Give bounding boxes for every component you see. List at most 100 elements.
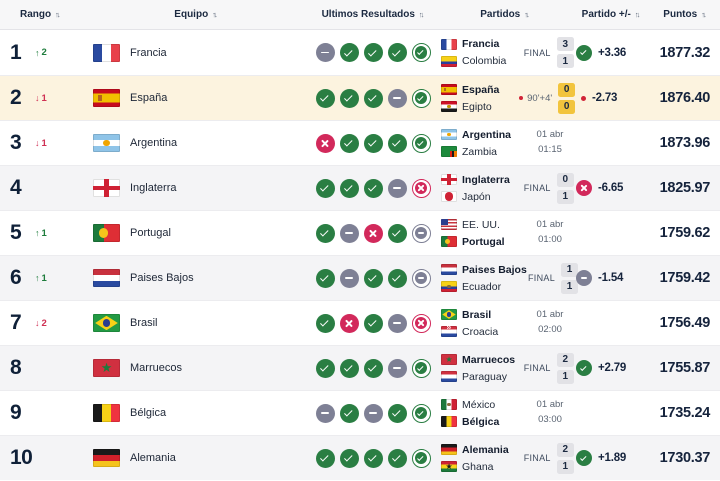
- cross-icon: [321, 139, 330, 148]
- result-win-icon: [363, 448, 383, 468]
- match-team-line: EE. UU.: [441, 219, 520, 231]
- minus-icon: [417, 232, 425, 234]
- match-status: 01 abr 03:00: [528, 398, 572, 427]
- result-inner-circle: [414, 316, 428, 330]
- sort-arrows-icon: ↑↓: [55, 10, 60, 19]
- minus-icon: [321, 51, 329, 54]
- final-label: FINAL: [523, 47, 551, 58]
- table-row-rank-7[interactable]: 7 ↓ 2 Brasil Brasil Croacia 01 abr 02:00 1…: [0, 300, 720, 345]
- flag-en-icon: [441, 174, 457, 185]
- delta-value: -2.73: [592, 92, 618, 104]
- result-inner-circle: [414, 226, 428, 240]
- result-win-icon: [363, 313, 383, 333]
- header-partidos[interactable]: Partidos ↑↓: [438, 9, 572, 20]
- flag-fr-icon: [441, 38, 457, 50]
- match-cell: Inglaterra Japón FINAL 0 1: [438, 172, 574, 204]
- result-win-icon-recent: [411, 358, 431, 378]
- match-cell: Francia Colombia FINAL 3 1: [438, 37, 574, 68]
- rank-number: 9: [10, 401, 22, 424]
- table-row-rank-4[interactable]: 4 Inglaterra Inglaterra Japón FINAL 0 1 -6.…: [0, 165, 720, 210]
- match-delta-cell: -6.65: [572, 180, 650, 196]
- flag-de-icon: [93, 449, 120, 467]
- match-date: 01 abr: [536, 219, 564, 231]
- rank-movement-value: 1: [41, 92, 47, 104]
- match-team-name: Ghana: [462, 460, 494, 473]
- check-icon: [368, 363, 377, 372]
- delta-value: +3.36: [598, 46, 627, 59]
- rank-number: 6: [10, 266, 22, 289]
- flag-pt-icon: [93, 224, 120, 242]
- check-icon: [417, 409, 424, 416]
- rank-cell: 3 ↓ 1: [0, 131, 84, 155]
- match-date: 01 abr: [536, 309, 564, 321]
- check-icon: [417, 364, 424, 371]
- check-icon: [417, 454, 424, 461]
- points-value: 1876.40: [659, 90, 711, 106]
- points-value: 1756.49: [659, 315, 711, 331]
- result-win-icon-recent: [411, 403, 431, 423]
- match-teams: ★ Marruecos Paraguay: [441, 354, 517, 383]
- table-row-rank-8[interactable]: 8 ★ Marruecos ★ Marruecos Paraguay FINAL 2 1…: [0, 345, 720, 390]
- result-win-icon: [339, 133, 359, 153]
- table-body: 1 ↑ 2 Francia Francia Colombia FINAL 3 1 +3…: [0, 30, 720, 480]
- last-results-cell: [308, 448, 438, 468]
- minus-icon: [393, 187, 401, 189]
- match-status: 01 abr 01:15: [528, 128, 572, 157]
- match-team-name: Croacia: [462, 325, 499, 338]
- header-ultimos-resultados[interactable]: Ultimos Resultados ↑↓: [308, 9, 438, 20]
- result-draw-icon: [339, 223, 359, 243]
- header-equipo[interactable]: Equipo ↑↓: [84, 9, 308, 20]
- table-row-rank-10[interactable]: 10 Alemania Alemania ★ Ghana FINAL 2 1 +1.89…: [0, 435, 720, 480]
- table-row-rank-6[interactable]: 6 ↑ 1 Paises Bajos Paises Bajos Ecuador F…: [0, 255, 720, 300]
- check-icon: [368, 93, 377, 102]
- rank-movement-arrow-icon: ↑: [35, 273, 40, 283]
- check-icon: [392, 228, 401, 237]
- team-cell: Alemania: [84, 449, 308, 467]
- table-row-rank-5[interactable]: 5 ↑ 1 Portugal EE. UU. Portugal 01 abr 01:…: [0, 210, 720, 255]
- team-name: España: [130, 92, 168, 104]
- match-teams: México Bélgica: [441, 399, 520, 428]
- table-row-rank-3[interactable]: 3 ↓ 1 Argentina Argentina Zambia 01 abr 01…: [0, 120, 720, 165]
- sort-arrows-icon: ↑↓: [634, 10, 640, 19]
- result-win-icon: [315, 178, 335, 198]
- rank-number: 4: [10, 176, 22, 199]
- final-label: FINAL: [528, 273, 556, 283]
- check-icon: [368, 47, 377, 57]
- team-cell: Brasil: [84, 314, 308, 332]
- table-row-rank-9[interactable]: 9 Bélgica México Bélgica 01 abr 03:00 1735…: [0, 390, 720, 435]
- match-team-line: Francia: [441, 38, 517, 50]
- result-inner-circle: [414, 361, 428, 375]
- result-win-icon: [315, 448, 335, 468]
- match-status: 90'+4' 0 0: [518, 82, 576, 114]
- flag-co-icon: [441, 55, 457, 67]
- match-team-line: Egipto: [441, 101, 514, 113]
- cross-icon: [369, 229, 378, 238]
- score-box: 1: [561, 279, 579, 294]
- result-win-icon: [339, 403, 359, 423]
- header-puntos[interactable]: Puntos ↑↓: [650, 9, 720, 20]
- check-icon: [392, 273, 401, 282]
- last-results-cell: [308, 313, 438, 333]
- result-win-icon: [339, 448, 359, 468]
- points-value: 1730.37: [659, 450, 711, 466]
- table-row-rank-1[interactable]: 1 ↑ 2 Francia Francia Colombia FINAL 3 1 +3…: [0, 30, 720, 75]
- sort-arrows-icon: ↑↓: [701, 10, 706, 19]
- result-inner-circle: [414, 181, 428, 195]
- header-rango[interactable]: Rango ↑↓: [0, 9, 84, 20]
- result-draw-icon: [387, 88, 407, 108]
- check-icon: [368, 183, 377, 192]
- rank-number: 2: [10, 86, 22, 109]
- result-win-icon: [339, 88, 359, 108]
- table-row-rank-2[interactable]: 2 ↓ 1 España España Egipto 90'+4' 0 0 -2.73…: [0, 75, 720, 120]
- match-status: 01 abr 01:00: [528, 218, 572, 247]
- delta-win-icon: [576, 360, 592, 376]
- last-results-cell: [308, 223, 438, 243]
- header-partido-delta[interactable]: Partido +/- ↑↓: [572, 9, 650, 20]
- result-inner-circle: [414, 406, 428, 420]
- flag-br-icon: [93, 314, 120, 332]
- match-cell: Paises Bajos Ecuador FINAL 1 1: [438, 262, 579, 294]
- flag-pt-icon: [441, 236, 457, 247]
